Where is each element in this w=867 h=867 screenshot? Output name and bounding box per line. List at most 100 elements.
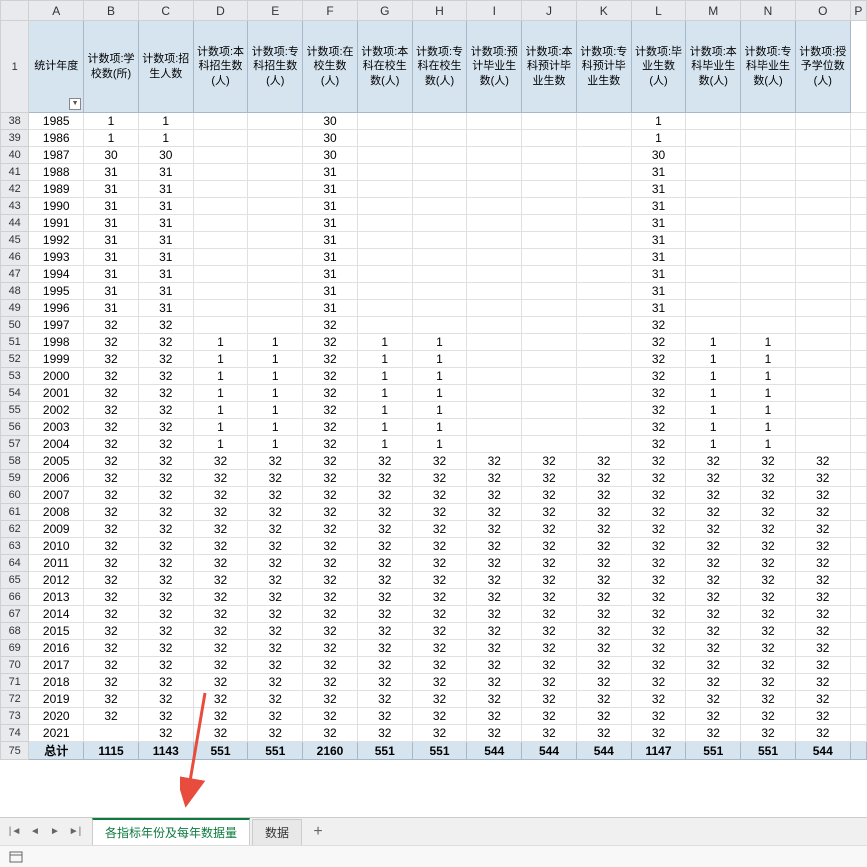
data-cell[interactable] — [741, 198, 796, 215]
data-cell[interactable]: 32 — [631, 623, 686, 640]
data-cell[interactable] — [686, 249, 741, 266]
data-cell[interactable]: 32 — [741, 606, 796, 623]
data-cell[interactable]: 32 — [686, 453, 741, 470]
data-header-12[interactable]: 计数项:本科毕业生数(人) — [686, 21, 741, 113]
data-cell[interactable] — [467, 232, 522, 249]
data-cell[interactable]: 32 — [795, 555, 850, 572]
data-cell[interactable] — [467, 215, 522, 232]
data-cell[interactable]: 32 — [576, 470, 631, 487]
data-cell-empty[interactable] — [850, 351, 866, 368]
data-cell[interactable]: 32 — [84, 623, 139, 640]
data-cell[interactable]: 32 — [138, 419, 193, 436]
data-cell[interactable]: 32 — [138, 402, 193, 419]
data-cell[interactable] — [522, 300, 577, 317]
data-cell[interactable]: 31 — [84, 249, 139, 266]
data-cell[interactable] — [576, 266, 631, 283]
data-cell[interactable] — [357, 232, 412, 249]
data-cell[interactable]: 30 — [303, 130, 358, 147]
data-cell[interactable]: 32 — [795, 725, 850, 742]
data-header-1[interactable]: 计数项:学校数(所) — [84, 21, 139, 113]
data-cell[interactable]: 32 — [303, 470, 358, 487]
data-cell-empty[interactable] — [850, 130, 866, 147]
data-cell[interactable]: 32 — [138, 691, 193, 708]
data-cell[interactable]: 32 — [631, 368, 686, 385]
col-header-A[interactable]: A — [29, 1, 84, 21]
data-cell[interactable]: 32 — [193, 572, 248, 589]
data-cell[interactable]: 32 — [193, 538, 248, 555]
col-header-B[interactable]: B — [84, 1, 139, 21]
data-cell[interactable] — [357, 164, 412, 181]
row-header[interactable]: 49 — [1, 300, 29, 317]
data-cell[interactable]: 32 — [248, 691, 303, 708]
data-cell[interactable]: 32 — [138, 555, 193, 572]
data-cell-empty[interactable] — [850, 283, 866, 300]
row-header[interactable]: 62 — [1, 521, 29, 538]
data-cell[interactable] — [795, 385, 850, 402]
data-cell[interactable]: 32 — [795, 674, 850, 691]
data-cell[interactable] — [357, 249, 412, 266]
row-header[interactable]: 74 — [1, 725, 29, 742]
row-header[interactable]: 39 — [1, 130, 29, 147]
total-cell[interactable]: 551 — [193, 742, 248, 760]
data-cell[interactable]: 1 — [193, 385, 248, 402]
data-cell[interactable]: 32 — [467, 521, 522, 538]
data-cell[interactable] — [412, 249, 467, 266]
total-cell[interactable]: 551 — [741, 742, 796, 760]
data-cell[interactable]: 32 — [631, 555, 686, 572]
data-cell[interactable] — [741, 317, 796, 334]
data-cell[interactable] — [576, 436, 631, 453]
data-cell[interactable]: 1 — [357, 334, 412, 351]
row-header[interactable]: 42 — [1, 181, 29, 198]
data-cell[interactable]: 32 — [522, 538, 577, 555]
data-cell[interactable] — [412, 283, 467, 300]
data-cell[interactable]: 31 — [84, 164, 139, 181]
data-cell[interactable]: 32 — [741, 470, 796, 487]
data-cell[interactable]: 31 — [631, 198, 686, 215]
data-cell[interactable] — [576, 164, 631, 181]
data-cell[interactable]: 32 — [412, 725, 467, 742]
data-cell[interactable]: 31 — [303, 181, 358, 198]
data-cell[interactable]: 32 — [412, 487, 467, 504]
data-cell-empty[interactable] — [850, 555, 866, 572]
nav-last-button[interactable]: ►| — [66, 823, 84, 841]
data-cell[interactable] — [357, 181, 412, 198]
row-header[interactable]: 47 — [1, 266, 29, 283]
data-cell[interactable]: 31 — [138, 266, 193, 283]
data-cell[interactable]: 32 — [138, 317, 193, 334]
data-cell[interactable]: 1990 — [29, 198, 84, 215]
data-cell[interactable] — [522, 436, 577, 453]
data-cell[interactable]: 32 — [686, 606, 741, 623]
data-cell[interactable]: 1988 — [29, 164, 84, 181]
total-cell[interactable]: 1143 — [138, 742, 193, 760]
data-cell[interactable]: 32 — [576, 708, 631, 725]
data-cell[interactable]: 32 — [412, 470, 467, 487]
data-cell[interactable]: 32 — [412, 504, 467, 521]
sheet-tab-active[interactable]: 各指标年份及每年数据量 — [92, 818, 250, 845]
row-header[interactable]: 53 — [1, 368, 29, 385]
data-cell[interactable]: 1 — [412, 436, 467, 453]
col-header-J[interactable]: J — [522, 1, 577, 21]
data-cell[interactable]: 31 — [631, 249, 686, 266]
data-cell[interactable]: 32 — [795, 453, 850, 470]
data-cell[interactable]: 32 — [686, 657, 741, 674]
data-cell[interactable] — [576, 147, 631, 164]
data-cell[interactable] — [576, 317, 631, 334]
data-cell[interactable]: 32 — [193, 555, 248, 572]
data-cell[interactable] — [686, 266, 741, 283]
data-cell[interactable]: 31 — [303, 283, 358, 300]
data-cell-empty[interactable] — [850, 249, 866, 266]
row-header[interactable]: 73 — [1, 708, 29, 725]
row-header[interactable]: 65 — [1, 572, 29, 589]
data-cell[interactable]: 32 — [686, 691, 741, 708]
data-cell[interactable]: 32 — [686, 725, 741, 742]
data-header-5[interactable]: 计数项:在校生数(人) — [303, 21, 358, 113]
data-cell[interactable]: 32 — [84, 385, 139, 402]
data-cell-empty[interactable] — [850, 640, 866, 657]
data-cell-empty[interactable] — [850, 232, 866, 249]
data-cell[interactable]: 32 — [193, 487, 248, 504]
data-cell[interactable] — [576, 368, 631, 385]
data-cell[interactable]: 32 — [795, 708, 850, 725]
data-cell[interactable]: 32 — [138, 606, 193, 623]
data-cell[interactable] — [795, 113, 850, 130]
data-cell[interactable] — [412, 130, 467, 147]
